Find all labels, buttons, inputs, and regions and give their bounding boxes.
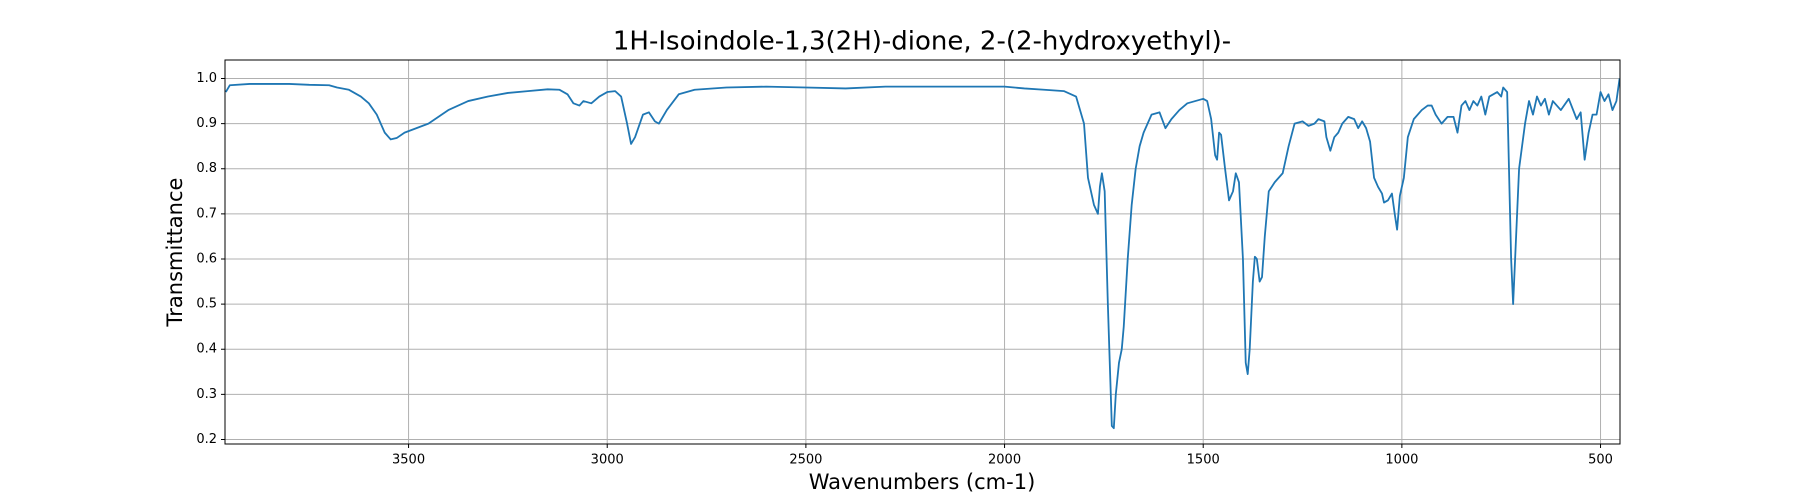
y-tick-label: 0.2 [196, 432, 217, 447]
x-tick-label: 2500 [789, 453, 822, 468]
x-tick-label: 2000 [988, 453, 1021, 468]
y-axis-label: Transmittance [163, 178, 187, 328]
x-tick-label: 500 [1588, 453, 1613, 468]
x-tick-label: 3000 [591, 453, 624, 468]
y-tick-label: 0.5 [196, 297, 217, 312]
x-axis-label: Wavenumbers (cm-1) [809, 470, 1036, 494]
y-tick-label: 0.4 [196, 342, 217, 357]
y-tick-label: 0.8 [196, 161, 217, 176]
x-tick-label: 1000 [1385, 453, 1418, 468]
y-tick-label: 0.3 [196, 387, 217, 402]
chart-title: 1H-Isoindole-1,3(2H)-dione, 2-(2-hydroxy… [613, 27, 1231, 57]
x-tick-label: 3500 [392, 453, 425, 468]
y-tick-label: 0.6 [196, 251, 217, 266]
spectrum-line [225, 78, 1621, 430]
y-tick-label: 1.0 [196, 71, 217, 86]
y-tick-label: 0.7 [196, 206, 217, 221]
plot-frame [224, 59, 1621, 445]
x-tick-label: 1500 [1187, 453, 1220, 468]
y-tick-label: 0.9 [196, 116, 217, 131]
